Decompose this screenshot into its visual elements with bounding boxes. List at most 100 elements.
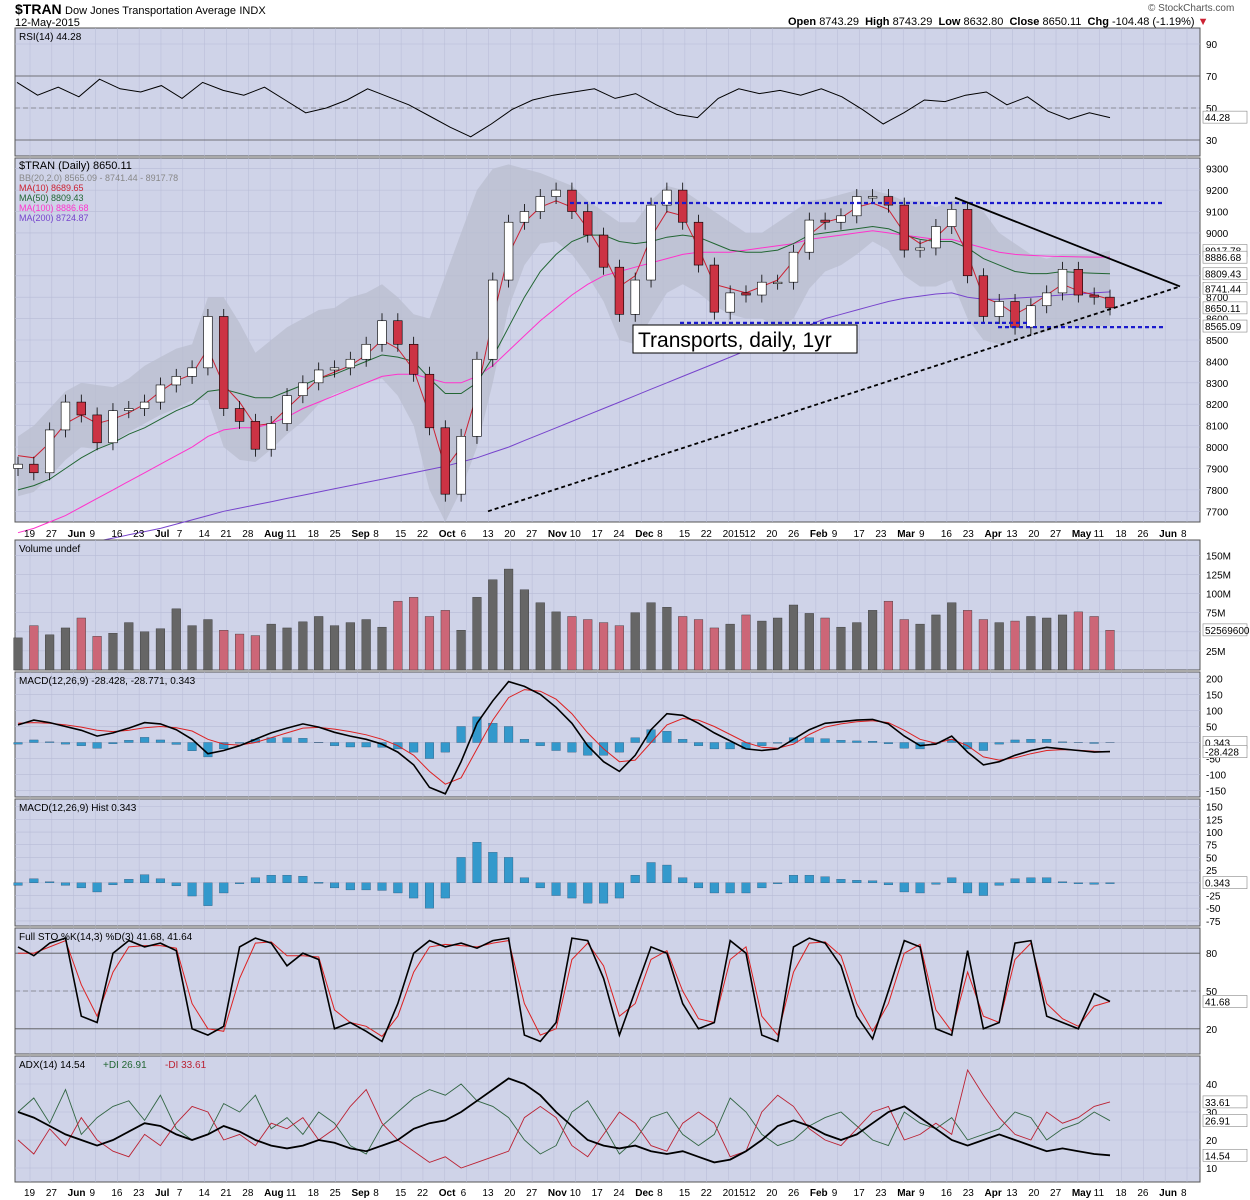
y-tick-label: 100M [1206,590,1231,601]
candle [883,196,894,206]
candle [60,401,71,431]
candle [978,275,989,317]
price-value-tag-box [1202,319,1248,333]
y-tick-label: 30 [1206,1108,1218,1119]
macd-hist-bar [868,741,878,743]
adx-value-tag-box [1202,1148,1248,1162]
hist-bar [393,882,403,894]
y-tick-label: 20 [1206,1025,1218,1036]
hist-bar [804,875,814,883]
volume-bar [1026,616,1036,671]
price-value-tag-box [1202,250,1248,264]
y-tick-label: 50 [1206,853,1218,864]
x-tick-label: 8 [657,529,663,540]
open-label: Open [788,16,817,28]
hist-bar [915,882,925,894]
minus-di-tag: 33.61 [1205,1098,1230,1109]
x-tick-label: 20 [766,529,778,540]
hist-bar [694,882,704,889]
x-tick-label: 15 [679,529,691,540]
price-legend-item: MA(200) 8724.87 [19,213,89,223]
candle [741,292,751,296]
x-tick-label: 11 [1094,529,1105,540]
x-tick-label: 9 [89,529,95,540]
macd-hist-bar [1042,739,1052,743]
hist-bar [282,875,292,883]
volume-bar [741,614,751,671]
candle [725,292,735,313]
macd-label: MACD(12,26,9) -28.428, -28.771, 0.343 [19,676,196,687]
x-tick-label-bottom: Oct [439,1188,456,1199]
y-tick-label: 75 [1206,841,1218,852]
x-tick-label: 26 [788,529,800,540]
volume-bar [298,621,308,671]
hist-bar [868,880,878,883]
x-tick-label-bottom: 18 [1116,1188,1128,1199]
y-tick-label: 8200 [1206,400,1229,411]
volume-bar [662,607,672,671]
hist-bar [108,882,118,886]
volume-bar [915,623,925,671]
candle [408,343,419,375]
volume-bar [393,600,403,671]
macd-hist-bar [29,739,39,743]
candle [108,410,118,444]
hist-bar [235,882,245,884]
minus-di-tag-box [1202,1095,1248,1109]
x-tick-label: 27 [46,529,58,540]
hist-bar [614,882,624,899]
y-tick-label: 125 [1206,815,1223,826]
x-tick-label-bottom: 23 [133,1188,145,1199]
x-tick-label-bottom: 27 [1050,1188,1062,1199]
y-tick-label: 30 [1206,136,1218,147]
x-tick-label: Apr [985,529,1002,540]
close-value: 8650.11 [1042,16,1082,28]
candle [377,320,387,345]
macd-hist-bar [646,729,656,743]
candle [915,247,925,251]
x-tick-label-bottom: 2015 [723,1188,746,1199]
volume-bar [124,622,134,671]
volume-bar [646,602,656,671]
volume-bar [488,579,498,671]
macd-hist-bar [994,742,1004,745]
x-tick-label-bottom: Sep [351,1188,369,1199]
macd-hist-bar [203,742,213,758]
macd-hist-bar [757,742,767,746]
macd-hist-bar [883,742,893,744]
x-tick-label-bottom: 8 [373,1188,379,1199]
price-value-tag: 8565.09 [1205,322,1242,333]
candle [266,423,276,450]
x-tick-label: 27 [526,529,538,540]
ma200-line [17,291,1111,555]
candle [456,436,466,495]
macd-hist-bar [171,742,181,745]
candle [757,281,767,296]
macd-hist-bar [488,723,498,743]
candle [250,421,261,450]
hist-panel [14,798,1201,927]
volume-bar [773,617,783,671]
x-tick-label-bottom: 26 [1137,1188,1149,1199]
x-tick-label-bottom: 15 [395,1188,407,1199]
macd-hist-bar [472,716,482,743]
volume-bar [899,619,909,671]
candle [1026,305,1036,328]
y-tick-label: 9300 [1206,165,1229,176]
hist-bar [630,875,640,883]
volume-bar [599,622,609,671]
macd-signal-line [17,689,1111,785]
x-tick-label-bottom: 23 [875,1188,887,1199]
candle [804,219,814,253]
brand-logo: © StockCharts.com [1148,3,1235,14]
candle [345,358,356,369]
macd-hist-bar [709,742,719,750]
volume-bar [567,616,577,671]
stoch-d-line [18,939,1111,1038]
x-tick-label-bottom: 28 [242,1188,254,1199]
y-tick-label: 8500 [1206,336,1229,347]
candle [693,221,704,266]
volume-bar [709,627,719,671]
y-tick-label: 50 [1206,987,1218,998]
candle [630,279,640,315]
